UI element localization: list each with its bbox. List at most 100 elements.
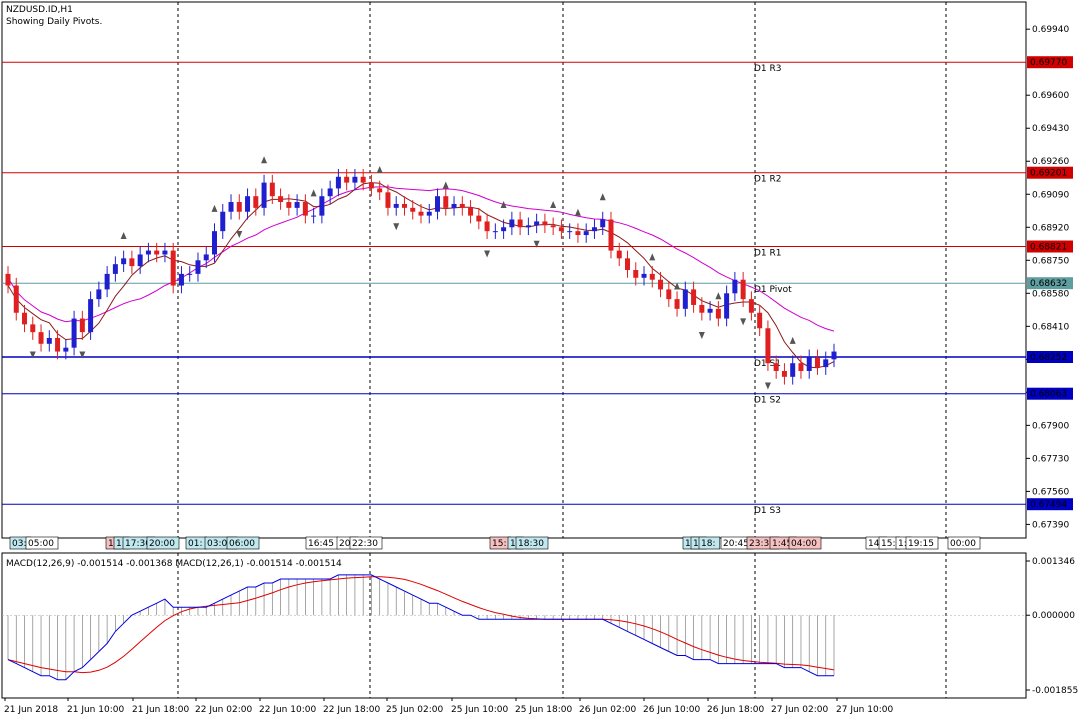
pivot-label: D1 R3 (754, 64, 782, 74)
candle-body (79, 318, 85, 333)
time-axis-label: 22 Jun 18:00 (323, 705, 380, 715)
time-label: 1: (108, 539, 117, 549)
candle-body (203, 254, 209, 261)
fractal-up-arrow (376, 166, 383, 174)
price-tick-label: 0.68750 (1032, 256, 1069, 266)
price-tag: 0.69201 (1030, 169, 1067, 179)
candle-body (575, 231, 581, 236)
candle-body (302, 202, 308, 216)
candle-body (212, 231, 217, 255)
candle-body (55, 337, 61, 352)
price-tick-label: 0.69090 (1032, 190, 1069, 200)
price-panel-frame (1, 1, 1027, 539)
candle-body (517, 219, 523, 228)
candle-body (625, 258, 630, 270)
time-label: 14: (868, 539, 882, 549)
time-label-box (905, 536, 939, 550)
candle-body (13, 285, 19, 313)
candle-body (294, 202, 300, 208)
candle-body (798, 363, 804, 371)
price-tag: 0.68252 (1030, 353, 1067, 363)
candle-body (492, 231, 498, 233)
pivot-label: D1 Pivot (754, 285, 792, 295)
time-axis-label: 22 Jun 02:00 (195, 705, 252, 715)
price-tick-label: 0.67560 (1032, 487, 1069, 497)
time-label: 22:30 (352, 539, 378, 549)
candle-body (451, 203, 457, 208)
fractal-down-arrow (393, 223, 400, 231)
candle-body (525, 225, 531, 228)
macd-label: MACD(12,26,9) -0.001514 -0.001368 MACD(1… (6, 559, 342, 569)
price-tag-bg (1027, 277, 1073, 290)
fractal-down-arrow (29, 351, 36, 359)
candle-body (707, 308, 713, 313)
candle-body (567, 231, 573, 233)
candle-body (393, 203, 399, 208)
candle-body (38, 332, 44, 344)
candle-body (459, 203, 465, 208)
time-label: 16:45 (308, 539, 334, 549)
candle-body (104, 273, 110, 290)
candle-body (583, 231, 589, 236)
candle-body (633, 270, 639, 278)
pivot-label: D1 S2 (754, 396, 781, 406)
candle-body (641, 273, 647, 278)
time-label: 1:45 (772, 539, 792, 549)
time-axis-label: 27 Jun 02:00 (771, 705, 828, 715)
time-label: 19:15 (908, 539, 934, 549)
candle-body (154, 250, 160, 255)
candle-body (765, 328, 771, 364)
candle-body (558, 227, 564, 232)
candle-body (550, 225, 556, 228)
time-label: 15: (492, 539, 506, 549)
candle-body (790, 363, 796, 377)
time-label: 15: (881, 539, 895, 549)
fractal-up-arrow (261, 156, 268, 164)
candle-body (732, 279, 738, 294)
price-tag: 0.67494 (1030, 500, 1067, 510)
time-label: 1: (693, 539, 702, 549)
fractal-up-arrow (599, 193, 606, 201)
candle-body (591, 227, 597, 232)
candle-body (691, 289, 697, 305)
fractal-down-arrow (236, 231, 243, 239)
price-tag-bg (1027, 56, 1073, 69)
candle-body (286, 202, 292, 208)
candle-body (319, 196, 325, 216)
candle-body (649, 273, 655, 280)
fractal-down-arrow (764, 382, 771, 390)
candle-body (335, 176, 341, 189)
time-label: 1: (510, 539, 519, 549)
time-label-box (25, 536, 59, 550)
time-label: 20:00 (149, 539, 175, 549)
candle-body (121, 258, 127, 265)
candle-body (278, 196, 284, 203)
candle-body (658, 279, 664, 290)
fractal-up-arrow (310, 189, 317, 197)
candle-body (178, 273, 184, 286)
candle-body (600, 219, 606, 228)
price-tag-bg (1027, 351, 1073, 364)
fractal-down-arrow (484, 250, 491, 258)
time-axis-label: 21 Jun 10:00 (67, 705, 124, 715)
candle-body (162, 250, 168, 255)
fractal-up-arrow (789, 336, 796, 344)
candle-body (228, 202, 234, 212)
candle-body (71, 318, 77, 348)
time-label: 03:00 (207, 539, 233, 549)
macd-tick-label: 0.000000 (1032, 611, 1075, 621)
candle-body (831, 351, 837, 360)
candle-body (5, 273, 11, 286)
fractal-up-arrow (500, 200, 507, 208)
time-label: 06:00 (229, 539, 255, 549)
candle-body (748, 299, 754, 313)
time-label: 01: (188, 539, 202, 549)
candle-body (195, 260, 201, 274)
candle-body (823, 359, 829, 368)
time-label: 20: (339, 539, 353, 549)
fractal-down-arrow (740, 318, 747, 326)
time-label: 1: (116, 539, 125, 549)
fractal-up-arrow (674, 282, 681, 290)
